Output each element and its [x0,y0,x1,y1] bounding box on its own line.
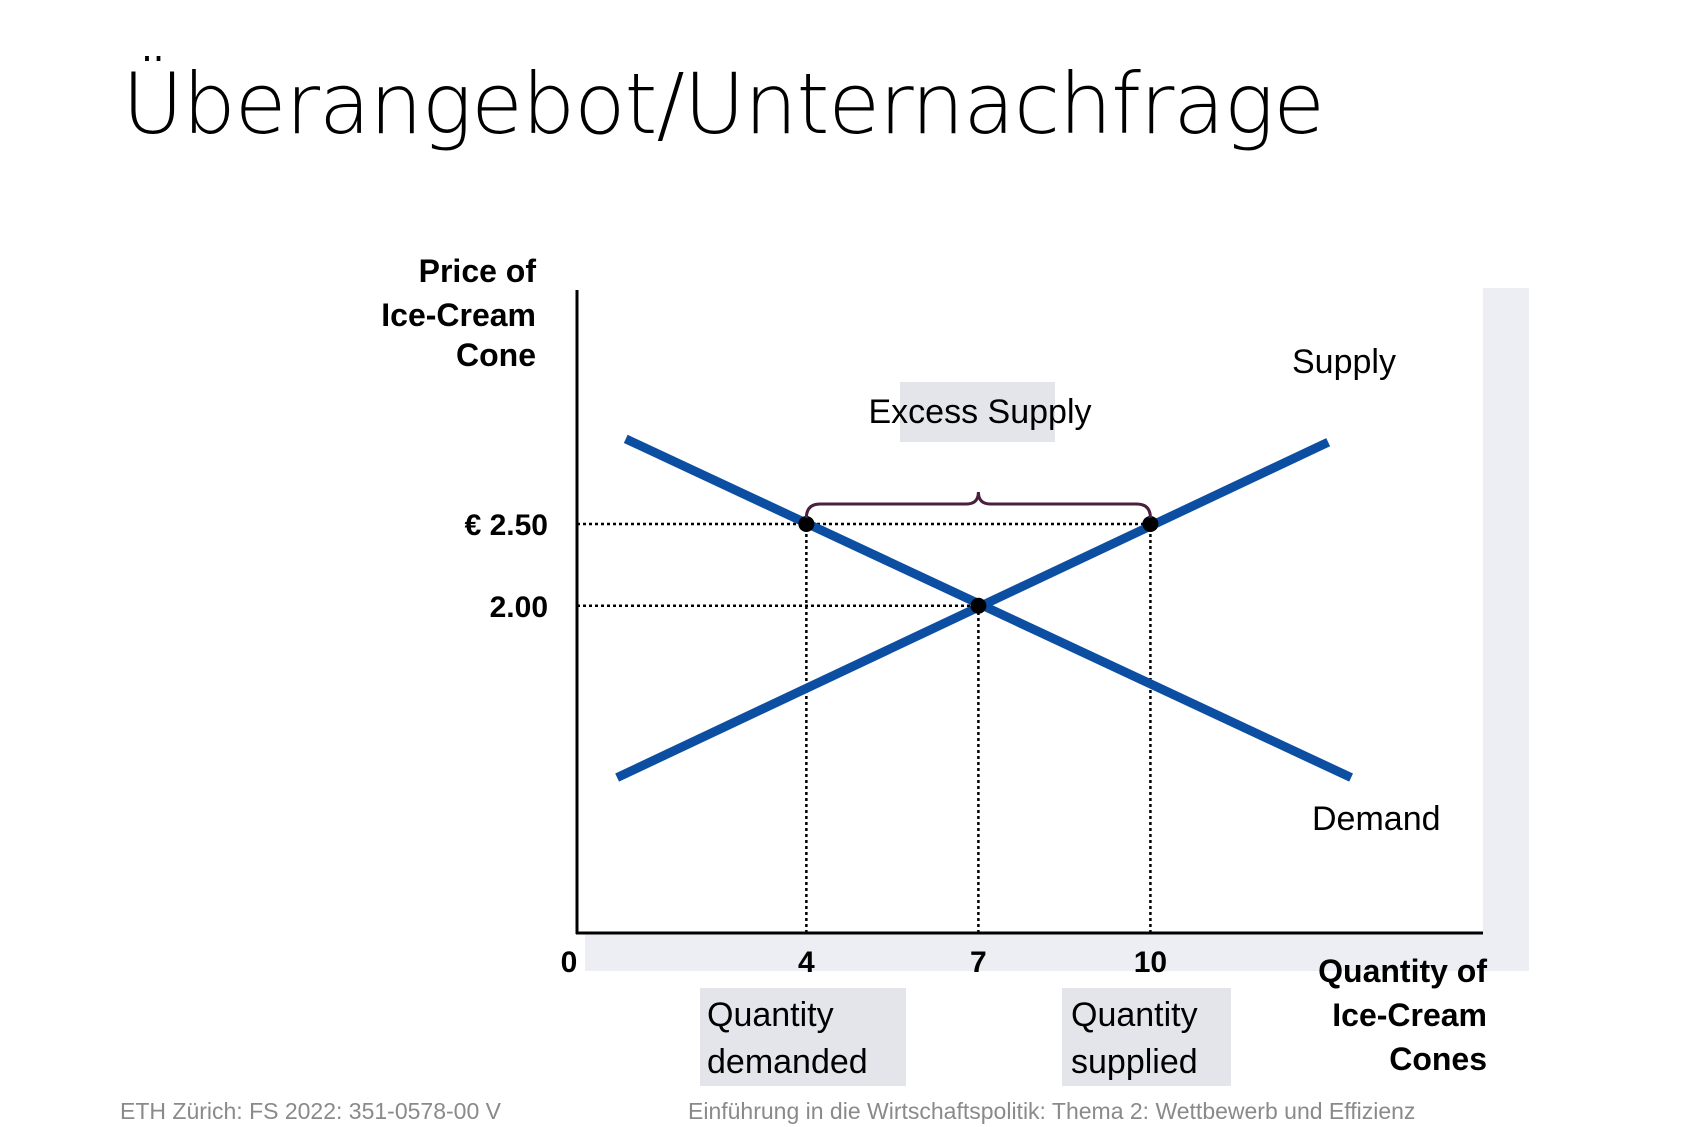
x-axis-title-line3: Cones [1389,1041,1487,1077]
x-axis-title-line2: Ice-Cream [1332,997,1487,1033]
excess-supply-box [900,382,1055,442]
origin-label: 0 [561,946,578,979]
footer-lecture-info: Einführung in die Wirtschaftspolitik: Th… [688,1098,1416,1124]
y-axis-title-line3: Cone [456,337,536,373]
x-tick-label-7: 7 [970,946,987,979]
quantity-supplied-label-line2: supplied [1071,1043,1198,1081]
quantity-supplied-box [1062,988,1231,1086]
data-point-0 [798,515,815,532]
data-point-1 [1142,515,1159,532]
quantity-supplied-label-line1: Quantity [1071,996,1198,1034]
x-axis-title-line1: Quantity of [1318,953,1487,989]
series-line-demand [623,434,1354,782]
excess-supply-brace [804,491,1152,519]
supply-series-label: Supply [1292,343,1396,381]
y-axis-title-line1: Price of [419,253,537,289]
y-tick-label-1: 2.00 [490,591,548,624]
demand-series-label: Demand [1312,800,1441,838]
quantity-demanded-label-line2: demanded [707,1043,868,1081]
quantity-demanded-box [700,988,906,1086]
excess-supply-label: Excess Supply [869,393,1092,431]
footer-course-info: ETH Zürich: FS 2022: 351-0578-00 V [120,1098,501,1124]
x-tick-label-4: 4 [798,946,815,979]
y-axis-title-line2: Ice-Cream [381,297,536,333]
quantity-demanded-label-line1: Quantity [707,996,834,1034]
data-point-2 [970,597,987,614]
y-tick-label-0: € 2.50 [465,509,548,542]
x-tick-label-10: 10 [1134,946,1167,979]
slide-title: Überangebot/Unternachfrage [122,55,1325,153]
